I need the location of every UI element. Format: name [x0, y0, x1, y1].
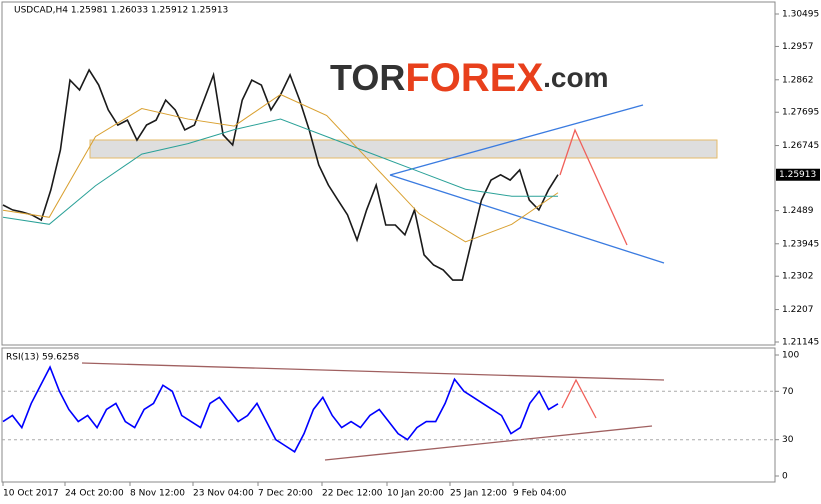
last-price-box — [776, 168, 820, 181]
y-tick-label: 1.21145 — [782, 338, 819, 348]
price-frame — [1, 1, 776, 346]
rsi-title: RSI(13) 59.6258 — [6, 353, 79, 363]
header: USDCAD,H4 1.25981 1.26033 1.25912 1.2591… — [14, 6, 228, 16]
y-tick-label: 1.2207 — [782, 305, 814, 315]
watermark-suffix: .com — [543, 62, 608, 93]
series-line — [2, 68, 559, 281]
analysis-lines — [81, 104, 665, 461]
trend-line — [389, 174, 665, 264]
y-tick-label: 1.26745 — [782, 141, 819, 151]
x-tick-label: 10 Jan 20:00 — [387, 489, 444, 499]
watermark-brand: FOREX — [405, 56, 543, 100]
y-tick-label: 1.30495 — [782, 10, 819, 20]
y-tick-label: 100 — [782, 351, 799, 361]
x-tick-label: 22 Dec 12:00 — [322, 489, 383, 499]
y-tick-label: 1.2862 — [782, 75, 814, 85]
x-tick-label: 10 Oct 2017 — [3, 489, 59, 499]
x-tick-label: 8 Nov 12:00 — [130, 489, 185, 499]
rsi-trend-line — [324, 425, 653, 461]
x-tick-label: 24 Oct 20:00 — [65, 489, 124, 499]
series-line — [2, 118, 558, 225]
y-tick-label: 30 — [782, 435, 794, 445]
series-line — [2, 365, 559, 453]
y-tick-label: 70 — [782, 387, 794, 397]
y-tick-label: 1.2957 — [782, 42, 814, 52]
y-tick-label: 0 — [782, 472, 788, 482]
x-tick-label: 7 Dec 20:00 — [258, 489, 313, 499]
rsi-trend-line — [81, 362, 665, 381]
x-tick-label: 25 Jan 12:00 — [450, 489, 507, 499]
watermark-prefix: TOR — [330, 57, 405, 98]
y-tick-label: 1.23945 — [782, 239, 819, 249]
rsi-frame — [1, 347, 776, 483]
y-tick-label: 1.27695 — [782, 108, 819, 118]
x-tick-label: 23 Nov 04:00 — [193, 489, 254, 499]
last-price-label: 1.25913 — [779, 170, 816, 180]
resistance-zone — [89, 139, 718, 159]
y-tick-label: 1.2489 — [782, 206, 814, 216]
rsi-forecast-arrow — [561, 378, 597, 419]
forecast-arrow — [559, 128, 628, 246]
series-line — [2, 93, 559, 243]
watermark: TORFOREX.com — [330, 56, 609, 100]
y-tick-label: 1.2302 — [782, 272, 814, 282]
trend-line — [389, 104, 644, 176]
x-tick-label: 9 Feb 04:00 — [513, 489, 567, 499]
